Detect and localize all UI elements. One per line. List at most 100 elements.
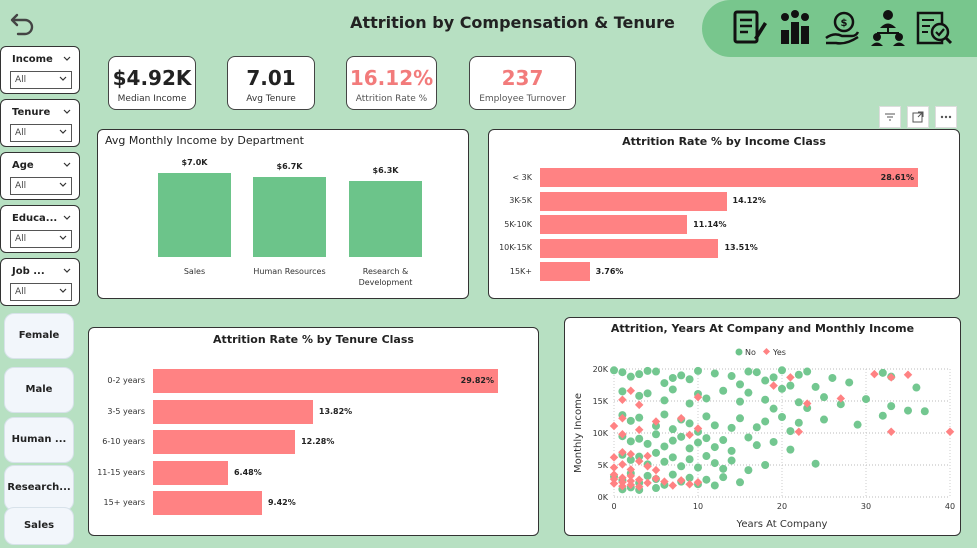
scatter-point-no <box>635 434 644 443</box>
job-select[interactable]: All <box>10 283 72 301</box>
kpi-avg-tenure: 7.01 Avg Tenure <box>227 56 315 110</box>
chevron-down-icon[interactable] <box>63 55 71 63</box>
scatter-point-no <box>769 404 778 413</box>
scatter-point-yes <box>836 394 846 403</box>
category-label: 15+ years <box>103 498 145 507</box>
chevron-down-icon[interactable] <box>63 108 71 116</box>
filter-age[interactable]: Age All <box>0 152 80 200</box>
scatter-point-no <box>778 384 786 393</box>
data-label: 12.28% <box>301 437 335 446</box>
slicer-sales-button[interactable]: Sales <box>4 507 74 545</box>
scatter-point-no <box>736 380 744 389</box>
page-title: Attrition by Compensation & Tenure <box>350 13 675 32</box>
filter-income[interactable]: Income All <box>0 46 80 94</box>
filter-education[interactable]: Educa... All <box>0 205 80 253</box>
data-label: 29.82% <box>460 376 494 385</box>
scatter-point-yes <box>634 425 644 435</box>
scatter-point-no <box>887 402 896 411</box>
data-label: 14.12% <box>732 196 766 205</box>
back-arrow-icon[interactable] <box>8 8 38 38</box>
x-tick-label: 20 <box>777 502 787 511</box>
bar <box>349 181 422 257</box>
data-label: $6.3K <box>372 166 399 176</box>
category-label-line: Research & <box>362 267 409 276</box>
chevron-down-icon <box>59 288 67 293</box>
scatter-point-no <box>736 478 744 487</box>
scatter-point-yes <box>618 395 627 404</box>
scatter-point-no <box>727 372 736 381</box>
scatter-point-yes <box>668 481 678 490</box>
slicer-male-button[interactable]: Male <box>4 367 74 413</box>
scatter-point-yes <box>609 421 619 431</box>
scatter-point-no <box>786 381 795 390</box>
scatter-point-no <box>652 448 660 457</box>
chevron-down-icon <box>59 182 67 187</box>
bar <box>540 262 590 281</box>
scatter-point-no <box>685 419 694 428</box>
y-tick-label: 15K <box>593 397 609 406</box>
kpi-value: $4.92K <box>112 66 192 90</box>
scatter-point-yes <box>651 474 661 483</box>
kpi-label: Avg Tenure <box>246 94 296 104</box>
scatter-point-no <box>652 484 660 493</box>
education-select[interactable]: All <box>10 230 72 248</box>
scatter-point-yes <box>618 447 627 457</box>
slicer-female-button[interactable]: Female <box>4 313 74 359</box>
kpi-label: Median Income <box>117 94 187 104</box>
scatter-point-no <box>668 425 677 434</box>
y-axis-title: Monthly Income <box>573 393 584 473</box>
focus-mode-icon[interactable] <box>907 106 929 128</box>
scatter-point-no <box>660 410 669 419</box>
scatter-point-no <box>685 455 694 464</box>
scatter-point-no <box>677 371 686 380</box>
scatter-point-yes <box>618 430 627 439</box>
scatter-plot: 0K 5K 10K 15K 20K 0 10 20 30 40 Years At Company Mo… <box>573 347 955 530</box>
chevron-down-icon[interactable] <box>63 161 71 169</box>
slicer-research-button[interactable]: Research... <box>4 465 74 511</box>
tenure-select[interactable]: All <box>10 124 72 142</box>
scatter-point-no <box>727 446 736 455</box>
scatter-point-yes <box>634 400 644 410</box>
scatter-point-yes <box>676 476 686 485</box>
scatter-point-yes <box>651 465 661 475</box>
chevron-down-icon <box>59 76 67 81</box>
scatter-point-no <box>761 461 770 469</box>
slicer-human-resources-button[interactable]: Human ... <box>4 417 74 463</box>
chevron-down-icon[interactable] <box>63 267 71 275</box>
analytics-check-icon[interactable] <box>914 8 954 48</box>
chevron-down-icon[interactable] <box>63 214 71 222</box>
bar <box>158 173 231 257</box>
scatter-point-no <box>702 434 711 443</box>
team-chart-icon[interactable] <box>775 8 815 48</box>
legend-yes-label: Yes <box>772 348 786 357</box>
scatter-point-no <box>685 399 694 408</box>
scatter-point-yes <box>676 414 686 423</box>
scatter-point-no <box>677 432 686 441</box>
tenure-class-chart: Attrition Rate % by Tenure Class 0-2 yea… <box>88 327 539 536</box>
scatter-point-no <box>794 370 803 379</box>
data-label: 13.82% <box>318 406 353 416</box>
scatter-point-no <box>643 471 652 480</box>
more-options-icon[interactable] <box>935 106 957 128</box>
filter-tenure[interactable]: Tenure All <box>0 99 80 147</box>
chevron-down-icon <box>59 235 67 240</box>
org-structure-icon[interactable] <box>868 8 908 48</box>
age-select[interactable]: All <box>10 177 72 195</box>
legend-no-marker <box>735 348 743 356</box>
scatter-point-yes <box>802 399 812 408</box>
salary-hand-icon[interactable]: $ <box>822 8 862 48</box>
category-label: 6-10 years <box>102 437 145 446</box>
income-select[interactable]: All <box>10 71 72 89</box>
scatter-point-no <box>652 421 660 430</box>
report-icon[interactable] <box>730 8 770 48</box>
scatter-point-no <box>794 398 803 407</box>
chart-title: Attrition Rate % by Income Class <box>622 135 826 148</box>
scatter-point-no <box>778 413 786 421</box>
scatter-point-no <box>694 463 702 472</box>
filter-job[interactable]: Job ... All <box>0 258 80 306</box>
filter-icon[interactable] <box>879 106 901 128</box>
scatter-point-yes <box>634 475 644 484</box>
category-label-line: Development <box>358 278 413 287</box>
bar <box>153 430 296 454</box>
scatter-point-no <box>702 394 711 403</box>
